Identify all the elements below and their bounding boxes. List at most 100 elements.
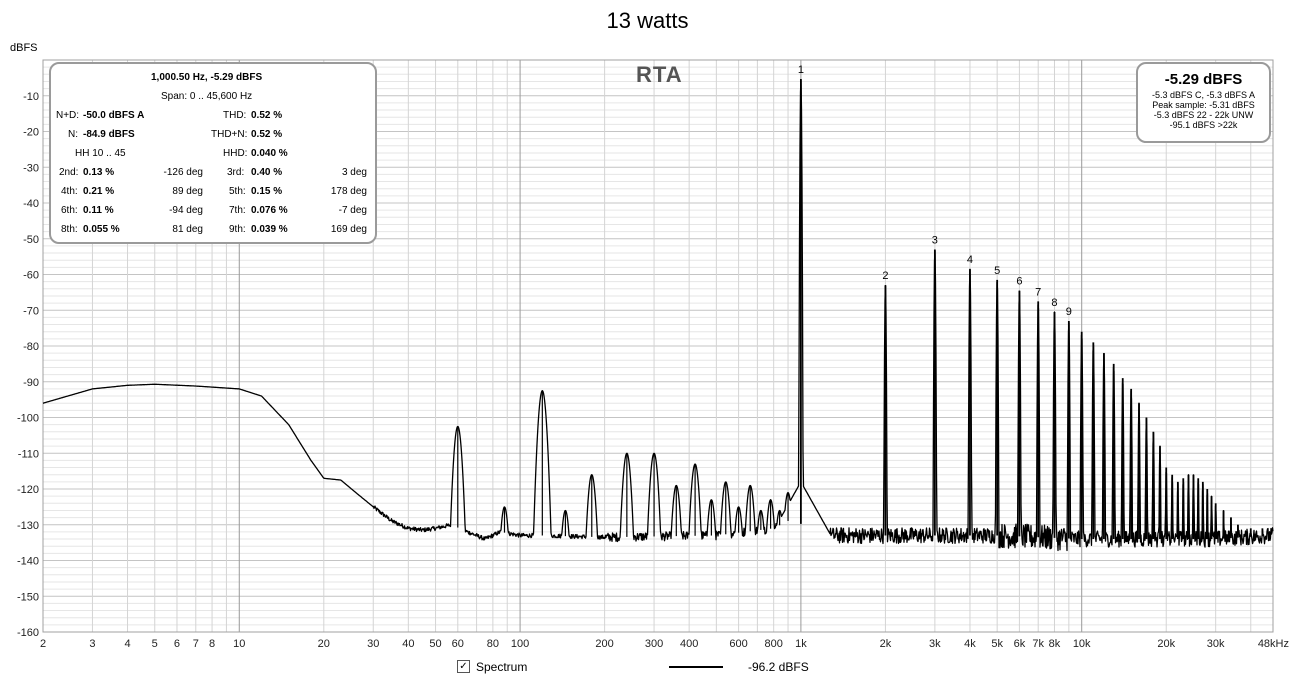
x-tick-label: 60	[452, 638, 464, 650]
harmonic-label: 5th:	[229, 186, 246, 197]
harmonic-value: 0.055 %	[83, 224, 120, 235]
y-tick-label: -140	[17, 556, 39, 568]
x-tick-label: 7k	[1032, 638, 1044, 650]
x-tick-label: 50	[429, 638, 441, 650]
x-tick-label: 6k	[1014, 638, 1026, 650]
y-tick-label: -110	[18, 448, 39, 460]
x-tick-label: 10	[233, 638, 245, 650]
level-peak-sample: Peak sample: -5.31 dBFS	[1152, 100, 1255, 110]
harmonic-label: 4th:	[61, 186, 78, 197]
hhd-value: 0.040 %	[251, 148, 288, 159]
harmonic-label: 7th:	[229, 205, 246, 216]
x-tick-label: 8	[209, 638, 215, 650]
x-tick-label: 30k	[1207, 638, 1225, 650]
harmonic-value: 0.21 %	[83, 186, 115, 197]
harmonic-number-label: 1	[798, 64, 804, 76]
harmonic-value: 0.076 %	[251, 205, 288, 216]
x-tick-label: 4	[124, 638, 130, 650]
span-readout: Span: 0 .. 45,600 Hz	[161, 91, 253, 102]
level-main-value: -5.29 dBFS	[1164, 71, 1243, 88]
harmonic-phase: 3 deg	[341, 167, 367, 178]
harmonic-number-label: 2	[882, 270, 888, 282]
x-tick-label: 5	[152, 638, 158, 650]
chart-title: 13 watts	[606, 8, 689, 33]
x-tick-label: 800	[765, 638, 783, 650]
harmonic-label: 2nd:	[59, 167, 79, 178]
harmonic-number-label: 5	[994, 265, 1000, 277]
hhd-label: HHD:	[223, 148, 248, 159]
y-tick-label: -20	[23, 127, 39, 139]
y-tick-label: -40	[23, 198, 39, 210]
harmonic-value: 0.11 %	[83, 205, 114, 216]
legend-trace-swatch	[669, 666, 723, 668]
n-label: N:	[68, 129, 78, 140]
y-tick-label: -120	[17, 484, 39, 496]
harmonic-number-label: 4	[967, 254, 973, 266]
harmonic-value: 0.13 %	[83, 167, 115, 178]
y-tick-label: -100	[17, 413, 39, 425]
y-tick-label: -160	[17, 627, 39, 639]
x-tick-label: 600	[729, 638, 747, 650]
y-tick-label: -80	[23, 341, 39, 353]
harmonic-number-label: 7	[1035, 286, 1041, 298]
plot-frame	[42, 59, 1274, 633]
harmonic-value: 0.039 %	[251, 224, 288, 235]
harmonic-phase: -126 deg	[163, 167, 203, 178]
harmonic-label: 6th:	[61, 205, 78, 216]
spectrum-trace	[42, 78, 1274, 552]
x-tick-label: 3k	[929, 638, 941, 650]
y-tick-label: -90	[23, 377, 39, 389]
distortion-stats-panel: 1,000.50 Hz, -5.29 dBFS Span: 0 .. 45,60…	[49, 62, 377, 244]
harmonic-value: 0.15 %	[251, 186, 283, 197]
spectrum-legend-label[interactable]: Spectrum	[476, 660, 528, 674]
harmonic-phase: 169 deg	[330, 224, 367, 235]
x-tick-label: 200	[595, 638, 613, 650]
x-tick-label: 40	[402, 638, 414, 650]
x-tick-label: 80	[487, 638, 499, 650]
harmonic-label: 3rd:	[227, 167, 245, 178]
harmonic-phase: 81 deg	[172, 224, 203, 235]
rta-label: RTA	[636, 62, 683, 87]
harmonic-number-label: 8	[1051, 297, 1057, 309]
x-tick-label: 8k	[1049, 638, 1061, 650]
y-axis-ticks: -10 -20 -30 -40 -50 -60 -70 -80 -90 -100 -110 -120 -…	[17, 91, 39, 639]
thdn-value: 0.52 %	[251, 129, 283, 140]
harmonic-labels: 1 2 3 4 5 6 789	[798, 64, 1072, 318]
nd-value: -50.0 dBFS A	[83, 110, 145, 121]
x-tick-label: 30	[367, 638, 379, 650]
nd-label: N+D:	[56, 110, 80, 121]
x-axis-ticks: 2 3 4 5 6 7 8 10 20 30 40 50 60 80 100 200 300 400 600 800 1…	[40, 638, 1289, 650]
hh-range-label: HH 10 .. 45	[75, 148, 126, 159]
y-tick-label: -50	[23, 234, 39, 246]
spectrum-checkbox[interactable]: ✓	[457, 660, 470, 673]
x-tick-label: 48kHz	[1258, 638, 1289, 650]
x-tick-label: 100	[511, 638, 529, 650]
x-tick-label: 3	[89, 638, 95, 650]
harmonic-phase: 89 deg	[172, 186, 203, 197]
level-unweighted: -5.3 dBFS 22 - 22k UNW	[1153, 110, 1254, 120]
x-tick-label: 400	[680, 638, 698, 650]
thdn-label: THD+N:	[211, 129, 248, 140]
thd-label: THD:	[223, 110, 247, 121]
harmonic-phase: -7 deg	[338, 205, 367, 216]
y-tick-label: -60	[23, 270, 39, 282]
harmonic-phase: -94 deg	[169, 205, 203, 216]
x-tick-label: 4k	[964, 638, 976, 650]
harmonic-number-label: 6	[1016, 276, 1022, 288]
harmonic-phase: 178 deg	[330, 186, 367, 197]
fundamental-readout: 1,000.50 Hz, -5.29 dBFS	[151, 72, 263, 83]
y-tick-label: -130	[17, 520, 39, 532]
x-tick-label: 1k	[795, 638, 807, 650]
harmonic-number-label: 9	[1066, 306, 1072, 318]
harmonic-number-label: 3	[932, 234, 938, 246]
y-tick-label: -150	[17, 591, 39, 603]
level-readout-panel: -5.29 dBFS -5.3 dBFS C, -5.3 dBFS A Peak…	[1136, 62, 1271, 143]
x-tick-label: 20	[318, 638, 330, 650]
thd-value: 0.52 %	[251, 110, 283, 121]
x-tick-label: 10k	[1073, 638, 1091, 650]
y-tick-label: -70	[23, 305, 39, 317]
harmonic-value: 0.40 %	[251, 167, 283, 178]
trace-level-readout: -96.2 dBFS	[748, 660, 809, 674]
x-tick-label: 2	[40, 638, 46, 650]
